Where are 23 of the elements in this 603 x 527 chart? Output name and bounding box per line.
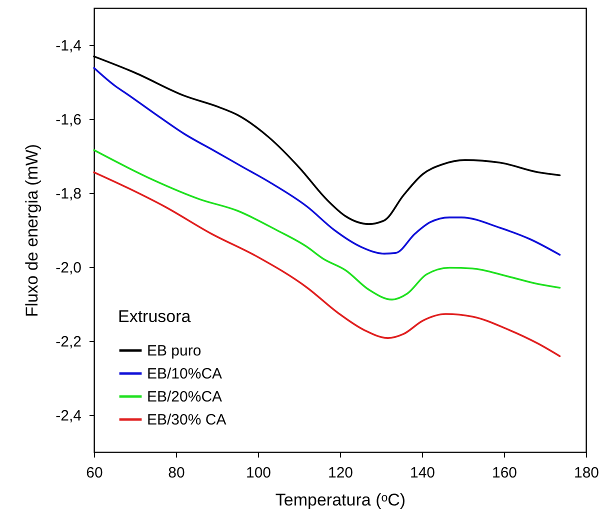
y-tick-label: -1,6 bbox=[56, 112, 82, 128]
y-tick-label: -2,0 bbox=[56, 260, 82, 276]
x-tick-label: 180 bbox=[574, 464, 600, 482]
x-tick-label: 80 bbox=[168, 464, 185, 482]
legend-label: EB puro bbox=[147, 342, 202, 360]
x-tick-label: 60 bbox=[86, 464, 103, 482]
line-series bbox=[93, 149, 561, 300]
x-axis-title: Temperatura (ᵒC) bbox=[275, 490, 406, 510]
line-series bbox=[93, 171, 561, 358]
legend-label: EB/20%CA bbox=[147, 388, 222, 406]
y-tick-label: -1,4 bbox=[56, 38, 82, 54]
y-tick-label: -1,8 bbox=[56, 186, 82, 202]
y-tick-label: -2,2 bbox=[56, 334, 82, 350]
legend-label: EB/30% CA bbox=[147, 412, 226, 428]
x-tick-label: 100 bbox=[246, 464, 272, 482]
legend-label: EB/10%CA bbox=[147, 366, 222, 382]
x-tick-label: 120 bbox=[328, 464, 354, 482]
x-tick-label: 140 bbox=[410, 464, 436, 482]
y-tick-label: -2,4 bbox=[56, 408, 82, 424]
legend-title: Extrusora bbox=[118, 307, 192, 326]
x-tick-label: 160 bbox=[492, 464, 518, 482]
line-series bbox=[93, 67, 561, 256]
y-axis-title: Fluxo de energia (mW) bbox=[22, 144, 42, 317]
